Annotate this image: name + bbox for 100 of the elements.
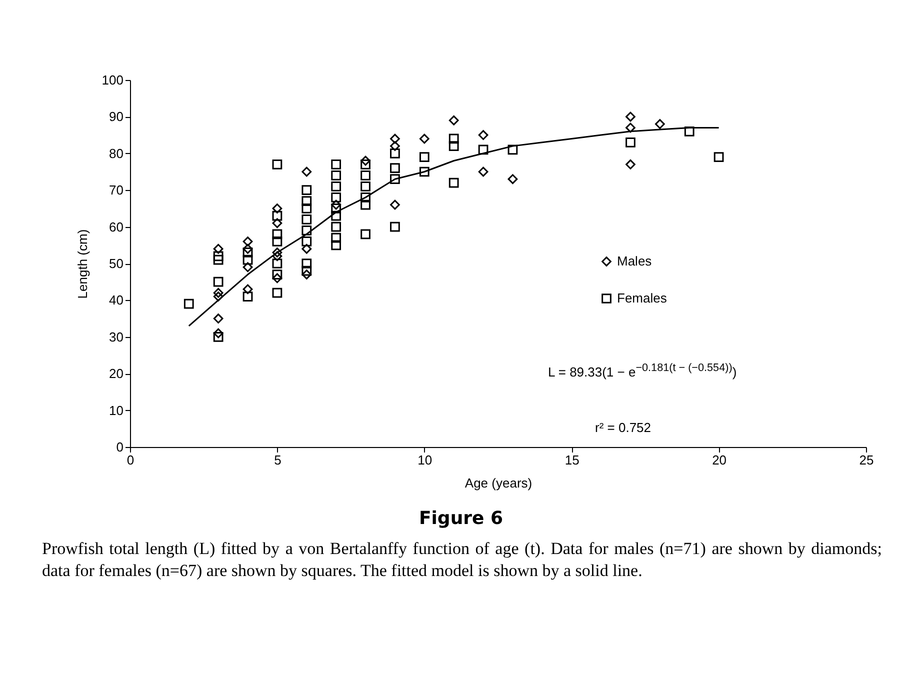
point [360,159,370,170]
point [419,166,430,177]
point [272,258,282,268]
y-tick-label: 100 [102,72,124,88]
point [302,244,312,254]
point [684,126,694,136]
point [302,196,312,206]
point [478,144,488,155]
y-tick-label: 70 [109,182,124,198]
point [213,276,224,287]
y-tick-label: 90 [109,109,124,124]
point [360,170,370,180]
point [302,236,312,246]
point [331,192,342,202]
point [331,222,342,232]
point [654,119,665,129]
point [390,134,400,144]
point [272,159,282,170]
point [331,204,342,214]
point [626,112,636,122]
y-tick-label: 60 [109,219,124,234]
point [272,218,282,228]
y-tick-label: 80 [109,146,124,161]
annotation: r² = 0.752 [595,420,652,435]
point [302,214,312,224]
point [626,137,636,148]
point [302,166,312,177]
point [478,166,488,177]
y-tick-label: 40 [109,292,124,308]
point [360,192,370,202]
point [272,273,282,284]
x-tick-label: 25 [859,452,874,468]
point [448,134,459,144]
point [302,258,312,268]
point [272,270,282,280]
point [272,229,282,240]
point [272,236,282,246]
point [390,222,400,232]
point [302,185,312,196]
point [360,229,370,240]
x-tick-label: 15 [564,452,580,468]
point [390,200,400,210]
point [331,232,342,243]
point [331,181,342,192]
point [390,148,400,158]
y-tick-label: 20 [109,366,124,382]
legend-label: Males [617,254,652,268]
point [242,262,253,272]
y-tick-label: 50 [109,256,124,271]
point [242,284,253,294]
point [390,141,400,151]
y-tick-label: 0 [116,440,124,454]
point [448,178,459,188]
annotation: L = 89.33(1 − e$^{−0.181(t − (−0.554))}$) [548,362,737,380]
point [331,210,342,221]
y-tick-label: 10 [109,402,124,418]
y-axis-title: Length (cm) [74,229,90,299]
point [448,141,459,151]
point [272,288,282,298]
point [331,159,342,170]
point [302,226,312,236]
point [272,248,282,258]
point [360,200,370,210]
point [478,130,488,140]
y-tick-label: 30 [109,329,124,344]
point [331,170,342,180]
point [242,292,253,302]
point [626,122,636,133]
point [242,236,253,246]
point [272,210,282,221]
x-axis-title: Age (years) [464,476,532,490]
point [448,115,459,126]
point [508,174,518,184]
point [626,159,636,170]
point [508,144,518,155]
point [242,248,253,258]
text: Figure 6 [418,508,504,529]
legend-label: Females [617,290,668,306]
point [242,254,253,265]
point [213,332,224,342]
point [184,298,194,309]
x-tick-label: 5 [274,452,282,468]
point [302,204,312,214]
point [213,254,224,265]
point [213,251,224,262]
point [213,288,224,298]
point [419,152,430,162]
point [213,314,224,324]
point [302,270,312,280]
point [390,163,400,174]
point [390,174,400,184]
point [213,244,224,254]
point [331,240,342,250]
point [360,181,370,192]
point [272,204,282,214]
point [302,266,312,276]
point [714,152,724,162]
x-tick-label: 20 [712,452,727,468]
x-tick-label: 10 [418,452,432,468]
text: Prowfish total length (L) fitted by a von Bertalanffy function of age (t). Data for males (n=71) are shown by diamonds; data for females (n=67) are shown by squares. The fitted model is shown by a solid line. [42,538,882,582]
